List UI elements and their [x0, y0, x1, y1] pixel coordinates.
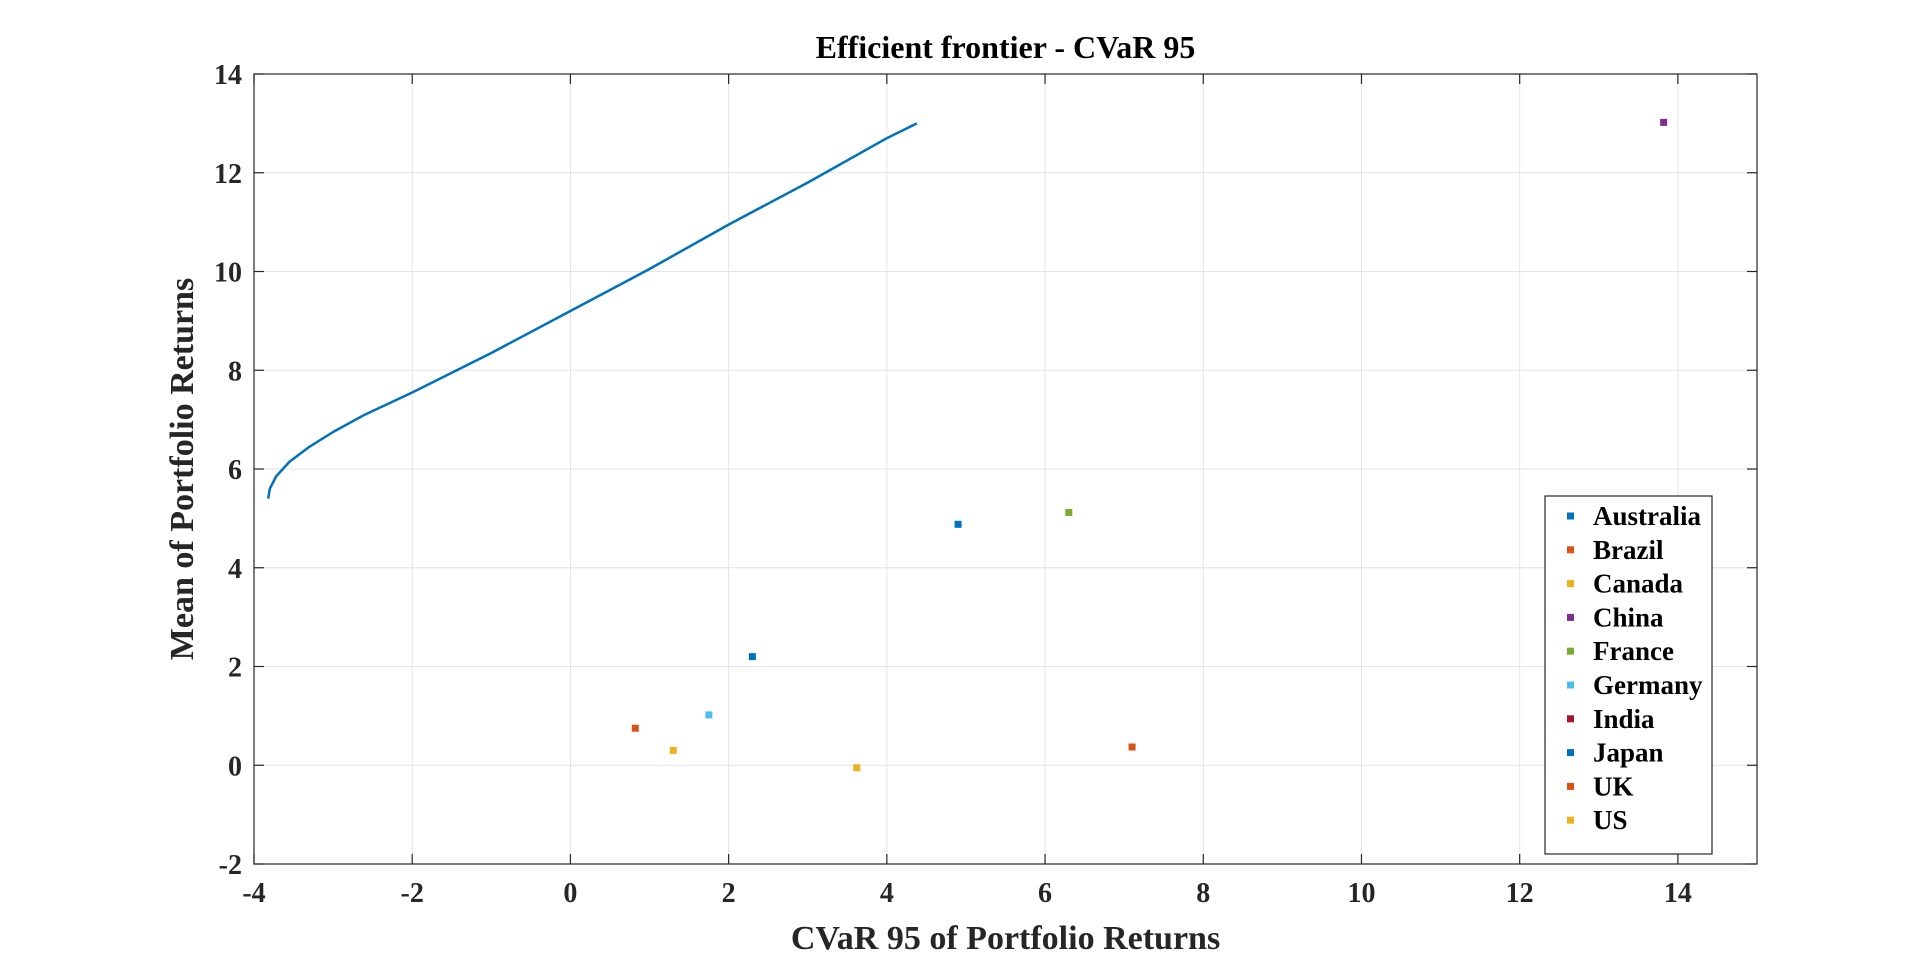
point-us: [853, 764, 861, 772]
point-australia: [748, 653, 756, 661]
legend-label-germany: Germany: [1593, 670, 1703, 700]
legend-marker-japan: [1567, 749, 1574, 757]
legend-label-canada: Canada: [1593, 569, 1684, 599]
efficient-frontier-line: [266, 122, 918, 499]
legend-marker-china: [1567, 613, 1574, 621]
legend-label-brazil: Brazil: [1593, 535, 1664, 565]
y-tick-label: 8: [228, 356, 242, 387]
legend-label-japan: Japan: [1593, 738, 1664, 768]
legend-marker-france: [1567, 647, 1574, 655]
point-japan: [954, 520, 962, 528]
legend-box: [1544, 495, 1713, 855]
legend-label-china: China: [1593, 602, 1664, 632]
y-tick-label: 14: [214, 60, 242, 91]
x-tick-label: 14: [1664, 878, 1692, 909]
data-series: [266, 118, 1668, 772]
legend-marker-canada: [1567, 580, 1574, 588]
x-axis-title: CVaR 95 of Portfolio Returns: [791, 920, 1220, 957]
legend-marker-brazil: [1567, 546, 1574, 554]
chart-title: Efficient frontier - CVaR 95: [816, 29, 1196, 65]
legend-marker-uk: [1567, 782, 1574, 790]
y-tick-label: 6: [228, 455, 242, 486]
point-canada: [669, 746, 677, 754]
x-tick-label: 2: [722, 878, 736, 909]
y-tick-label: -2: [219, 850, 242, 881]
x-tick-label: 10: [1347, 878, 1375, 909]
point-france: [1065, 508, 1073, 516]
x-tick-label: -4: [242, 878, 265, 909]
x-tick-label: -2: [401, 878, 424, 909]
x-tick-label: 12: [1506, 878, 1534, 909]
y-tick-label: 4: [228, 554, 242, 585]
legend-label-india: India: [1593, 704, 1655, 734]
y-tick-label: 0: [228, 751, 242, 782]
y-tick-label: 2: [228, 653, 242, 684]
point-brazil: [631, 724, 639, 732]
x-tick-label: 8: [1196, 878, 1210, 909]
y-axis-title: Mean of Portfolio Returns: [164, 278, 201, 660]
y-tick-label: 12: [214, 159, 242, 190]
legend-label-us: US: [1593, 805, 1628, 835]
legend-label-france: France: [1593, 636, 1674, 666]
legend-marker-germany: [1567, 681, 1574, 689]
x-tick-label: 4: [880, 878, 894, 909]
legend-marker-india: [1567, 715, 1574, 723]
y-tick-label: 10: [214, 258, 242, 289]
legend-marker-australia: [1567, 512, 1574, 520]
point-germany: [705, 711, 713, 719]
point-uk: [1128, 743, 1136, 751]
legend-label-australia: Australia: [1593, 501, 1702, 531]
x-tick-label: 0: [563, 878, 577, 909]
point-china: [1660, 118, 1668, 126]
legend-marker-us: [1567, 816, 1574, 824]
legend-label-uk: UK: [1593, 771, 1634, 801]
x-tick-label: 6: [1038, 878, 1052, 909]
